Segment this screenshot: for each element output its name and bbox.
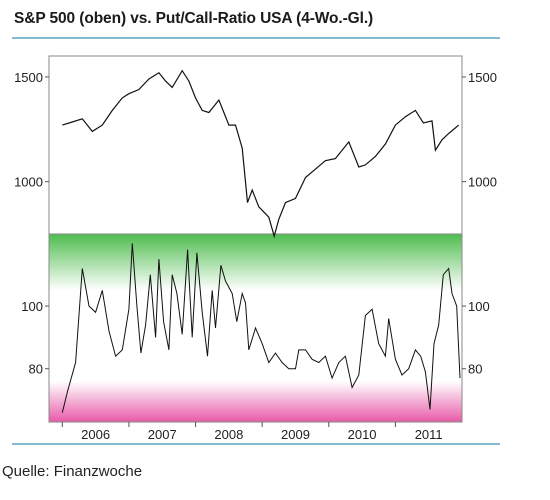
top-panel-y-ticks: 1000 1000 1500 1500 (14, 70, 497, 190)
xtick-label: 2008 (214, 427, 243, 442)
bottom-panel-frame (48, 233, 463, 423)
xtick-label: 2011 (415, 427, 443, 442)
top-ytick-label-right: 1000 (468, 175, 497, 190)
sp500-line (62, 69, 460, 239)
bottom-ytick-label-right: 100 (468, 299, 490, 314)
top-ytick-label-left: 1000 (14, 175, 43, 190)
bottom-ytick-label-right: 80 (468, 362, 482, 377)
lower-zone (49, 381, 462, 422)
xtick-label: 2009 (281, 427, 310, 442)
bottom-ytick-label-left: 100 (21, 299, 43, 314)
top-ytick-label-right: 1500 (468, 70, 497, 85)
source-note: Quelle: Finanzwoche (2, 463, 143, 480)
zones-layer (49, 234, 462, 422)
top-panel-frame (48, 55, 463, 235)
bottom-ytick-label-left: 80 (29, 362, 43, 377)
bottom-panel-y-ticks: 80 80 100 100 (21, 299, 489, 377)
top-ytick-label-left: 1500 (14, 70, 43, 85)
xtick-label: 2010 (348, 427, 377, 442)
xtick-label: 2007 (148, 427, 177, 442)
put-call-ratio-line (61, 243, 461, 413)
x-axis-ticks: 2006 2007 2008 2009 2010 2011 (61, 422, 443, 442)
chart-title: S&P 500 (oben) vs. Put/Call-Ratio USA (4… (14, 10, 374, 27)
xtick-label: 2006 (81, 427, 110, 442)
upper-zone (49, 234, 462, 291)
